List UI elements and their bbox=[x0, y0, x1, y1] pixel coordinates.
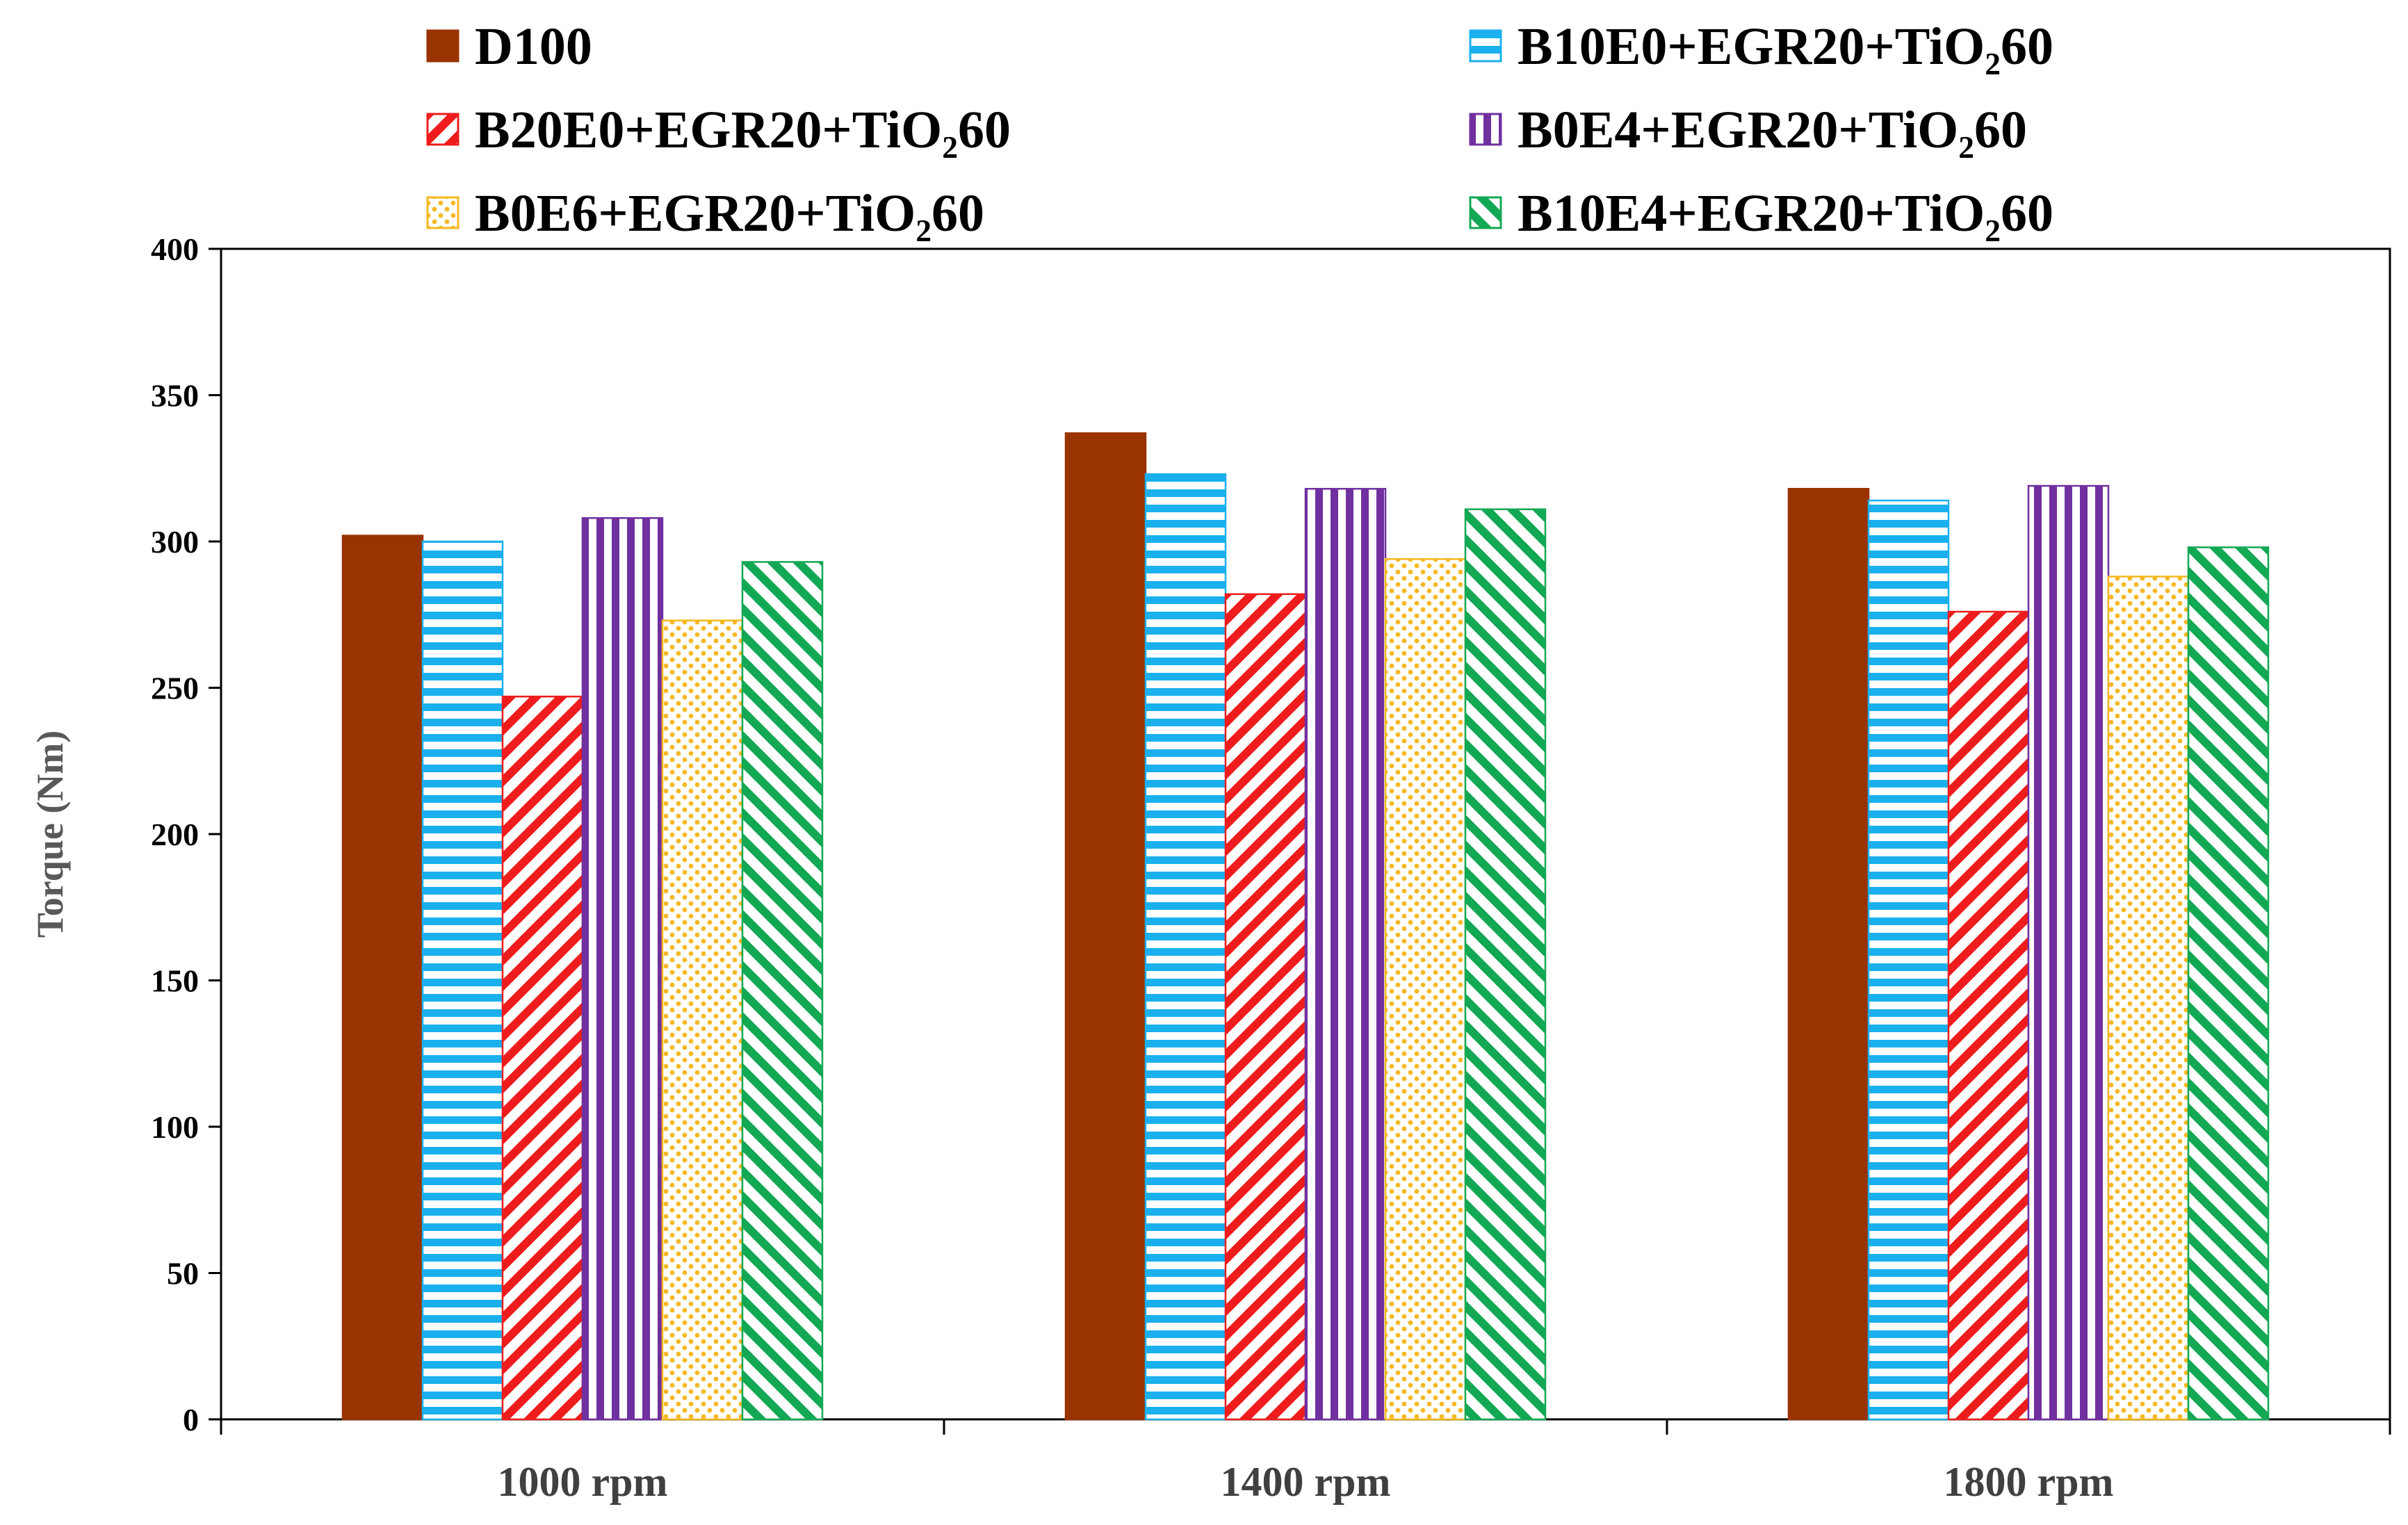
legend-swatch bbox=[1469, 113, 1502, 146]
y-tick-label: 200 bbox=[151, 817, 199, 852]
legend-label: B0E6+EGR20+TiO₂60 bbox=[475, 184, 984, 243]
x-axis: 1000 rpm 1400 rpm 1800 rpm bbox=[220, 1419, 2391, 1505]
x-category-label: 1000 rpm bbox=[498, 1459, 668, 1505]
y-tick-label: 400 bbox=[151, 231, 199, 267]
bar bbox=[1947, 610, 2030, 1421]
legend-label: B20E0+EGR20+TiO₂60 bbox=[475, 101, 1011, 159]
legend-swatch bbox=[1469, 196, 1502, 229]
bar bbox=[2027, 484, 2110, 1421]
bar bbox=[581, 517, 664, 1421]
x-category-label: 1400 rpm bbox=[1221, 1459, 1391, 1505]
legend-label: B10E0+EGR20+TiO₂60 bbox=[1518, 17, 2053, 76]
y-tick-label: 100 bbox=[151, 1109, 199, 1145]
legend-label: B10E4+EGR20+TiO₂60 bbox=[1518, 184, 2053, 243]
bar bbox=[741, 561, 824, 1421]
y-tick-label: 150 bbox=[151, 963, 199, 999]
bar bbox=[421, 540, 504, 1421]
y-tick-label: 250 bbox=[151, 671, 199, 706]
bars bbox=[341, 432, 2270, 1421]
bar bbox=[2107, 576, 2190, 1421]
legend: D100 B10E0+EGR20+TiO₂60 B20E0+EGR20+TiO₂60… bbox=[426, 17, 2053, 243]
bar bbox=[1867, 499, 1950, 1421]
x-category-label: 1800 rpm bbox=[1944, 1459, 2114, 1505]
y-axis-title: Torque (Nm) bbox=[29, 731, 71, 938]
legend-label: B0E4+EGR20+TiO₂60 bbox=[1518, 101, 2027, 159]
bar bbox=[2187, 546, 2270, 1421]
bar bbox=[1144, 473, 1227, 1421]
y-tick-label: 300 bbox=[151, 524, 199, 560]
plot-area: 0 50 100 150 200 250 300 350 400 1000 rpm 1400 rp… bbox=[151, 231, 2391, 1505]
bar bbox=[1384, 558, 1467, 1421]
bar bbox=[1787, 487, 1870, 1421]
bar bbox=[501, 695, 584, 1421]
bar bbox=[1304, 487, 1387, 1421]
bar bbox=[341, 535, 424, 1421]
y-axis: 0 50 100 150 200 250 300 350 400 bbox=[151, 231, 221, 1437]
bar bbox=[1224, 593, 1307, 1421]
y-tick-label: 0 bbox=[183, 1402, 199, 1437]
y-tick-label: 350 bbox=[151, 378, 199, 414]
legend-label: D100 bbox=[475, 17, 592, 76]
legend-swatch bbox=[1469, 29, 1502, 63]
y-tick-label: 50 bbox=[167, 1256, 199, 1291]
legend-swatch bbox=[426, 196, 459, 229]
bar bbox=[1464, 508, 1547, 1421]
legend-swatch bbox=[426, 113, 459, 146]
bar bbox=[1064, 432, 1147, 1421]
bar bbox=[661, 619, 744, 1421]
legend-swatch bbox=[426, 29, 459, 63]
